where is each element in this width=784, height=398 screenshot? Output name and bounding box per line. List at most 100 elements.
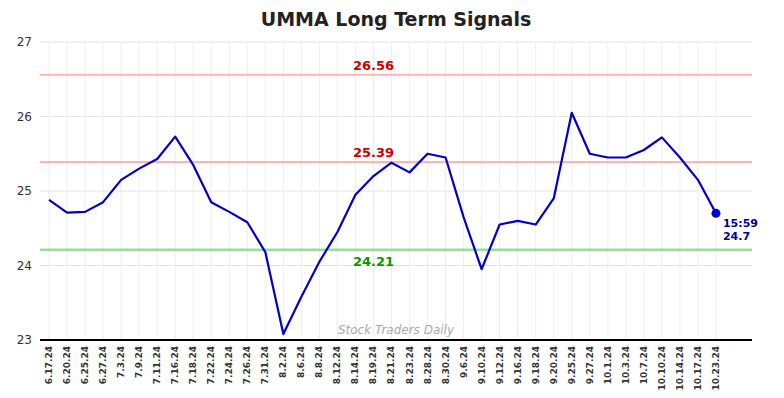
x-tick-label: 10.14.24 (675, 346, 685, 390)
grid-line (481, 42, 482, 340)
x-tick-label: 10.10.24 (657, 346, 667, 390)
x-tick-label: 9.16.24 (513, 346, 523, 384)
watermark: Stock Traders Daily (338, 323, 455, 337)
x-tick-label: 7.24.24 (224, 346, 234, 384)
x-tick-label: 10.7.24 (639, 346, 649, 384)
last-point (711, 209, 720, 218)
reference-label: 24.21 (353, 254, 394, 269)
grid-line (139, 42, 140, 340)
x-tick-label: 8.12.24 (332, 346, 342, 384)
x-tick-label: 8.28.24 (423, 346, 433, 384)
chart: UMMA Long Term Signals 23 24 25 26 27 6.17.24 6… (0, 0, 784, 398)
grid-line (409, 42, 410, 340)
grid-line (157, 42, 158, 340)
x-tick-label: 9.25.24 (567, 346, 577, 384)
grid-line (589, 42, 590, 340)
last-point-label: 15:59 (723, 217, 758, 230)
grid-line (571, 42, 572, 340)
x-tick-label: 6.20.24 (62, 346, 72, 384)
grid-line (247, 42, 248, 340)
grid-line (103, 42, 104, 340)
x-tick-label: 7.16.24 (170, 346, 180, 384)
grid-line (229, 42, 230, 340)
grid-line (427, 42, 428, 340)
last-point-label: 24.7 (723, 230, 750, 243)
grid-line (499, 42, 500, 340)
grid-line (40, 265, 752, 266)
x-tick-label: 8.2.24 (278, 346, 288, 378)
grid-line (517, 42, 518, 340)
x-tick-label: 9.27.24 (585, 346, 595, 384)
grid-line (445, 42, 446, 340)
grid-line (643, 42, 644, 340)
x-tick-label: 9.18.24 (531, 346, 541, 384)
grid-line (535, 42, 536, 340)
x-tick-label: 10.1.24 (603, 346, 613, 384)
x-tick-label: 10.3.24 (621, 346, 631, 384)
x-tick-label: 7.18.24 (188, 346, 198, 384)
grid-line (463, 42, 464, 340)
grid-line (40, 340, 752, 341)
y-tick-label: 23 (17, 333, 32, 347)
y-tick-label: 27 (17, 35, 32, 49)
title: UMMA Long Term Signals (261, 8, 532, 30)
grid-line (121, 42, 122, 340)
x-tick-label: 9.10.24 (477, 346, 487, 384)
grid-line (175, 42, 176, 340)
x-tick-label: 6.25.24 (80, 346, 90, 384)
grid-line (40, 42, 752, 43)
y-tick-label: 25 (17, 184, 32, 198)
grid-line (715, 42, 716, 340)
grid-line (319, 42, 320, 340)
x-tick-label: 7.22.24 (206, 346, 216, 384)
x-tick-label: 7.11.24 (152, 346, 162, 384)
reference-line (40, 74, 752, 76)
grid-line (211, 42, 212, 340)
line (49, 113, 716, 334)
grid-line (283, 42, 284, 340)
reference-label: 26.56 (353, 58, 394, 73)
grid-line (49, 42, 50, 340)
grid-line (193, 42, 194, 340)
x-tick-label: 7.26.24 (242, 346, 252, 384)
x-tick-label: 6.27.24 (98, 346, 108, 384)
y-tick-label: 24 (17, 259, 32, 273)
grid-line (553, 42, 554, 340)
reference-line (40, 249, 752, 252)
x-tick-label: 7.9.24 (134, 346, 144, 378)
grid-line (607, 42, 608, 340)
grid-line (373, 42, 374, 340)
x-tick-label: 7.3.24 (116, 346, 126, 378)
x-tick-label: 8.23.24 (405, 346, 415, 384)
grid-line (265, 42, 266, 340)
reference-line (40, 161, 752, 163)
reference-label: 25.39 (353, 145, 394, 160)
plot-area (40, 75, 752, 334)
grid-line (337, 42, 338, 340)
x-tick-label: 7.31.24 (260, 346, 270, 384)
grid-line (67, 42, 68, 340)
grid-line (85, 42, 86, 340)
x-tick-label: 9.12.24 (495, 346, 505, 384)
grid-line (40, 116, 752, 117)
grid-line (40, 191, 752, 192)
grid (40, 42, 752, 340)
x-axis (40, 339, 752, 341)
x-tick-label: 8.14.24 (350, 346, 360, 384)
x-tick-label: 9.6.24 (459, 346, 469, 378)
grid-line (679, 42, 680, 340)
x-tick-label: 8.6.24 (296, 346, 306, 378)
x-tick-label: 8.8.24 (314, 346, 324, 378)
grid-line (355, 42, 356, 340)
x-tick-label: 8.19.24 (368, 346, 378, 384)
grid-line (697, 42, 698, 340)
grid-line (625, 42, 626, 340)
y-tick-label: 26 (17, 110, 32, 124)
x-tick-label: 8.21.24 (386, 346, 396, 384)
grid-line (661, 42, 662, 340)
x-tick-label: 6.17.24 (44, 346, 54, 384)
x-tick-label: 10.23.24 (711, 346, 721, 390)
grid-line (391, 42, 392, 340)
x-tick-label: 10.17.24 (693, 346, 703, 390)
x-tick-label: 8.30.24 (441, 346, 451, 384)
